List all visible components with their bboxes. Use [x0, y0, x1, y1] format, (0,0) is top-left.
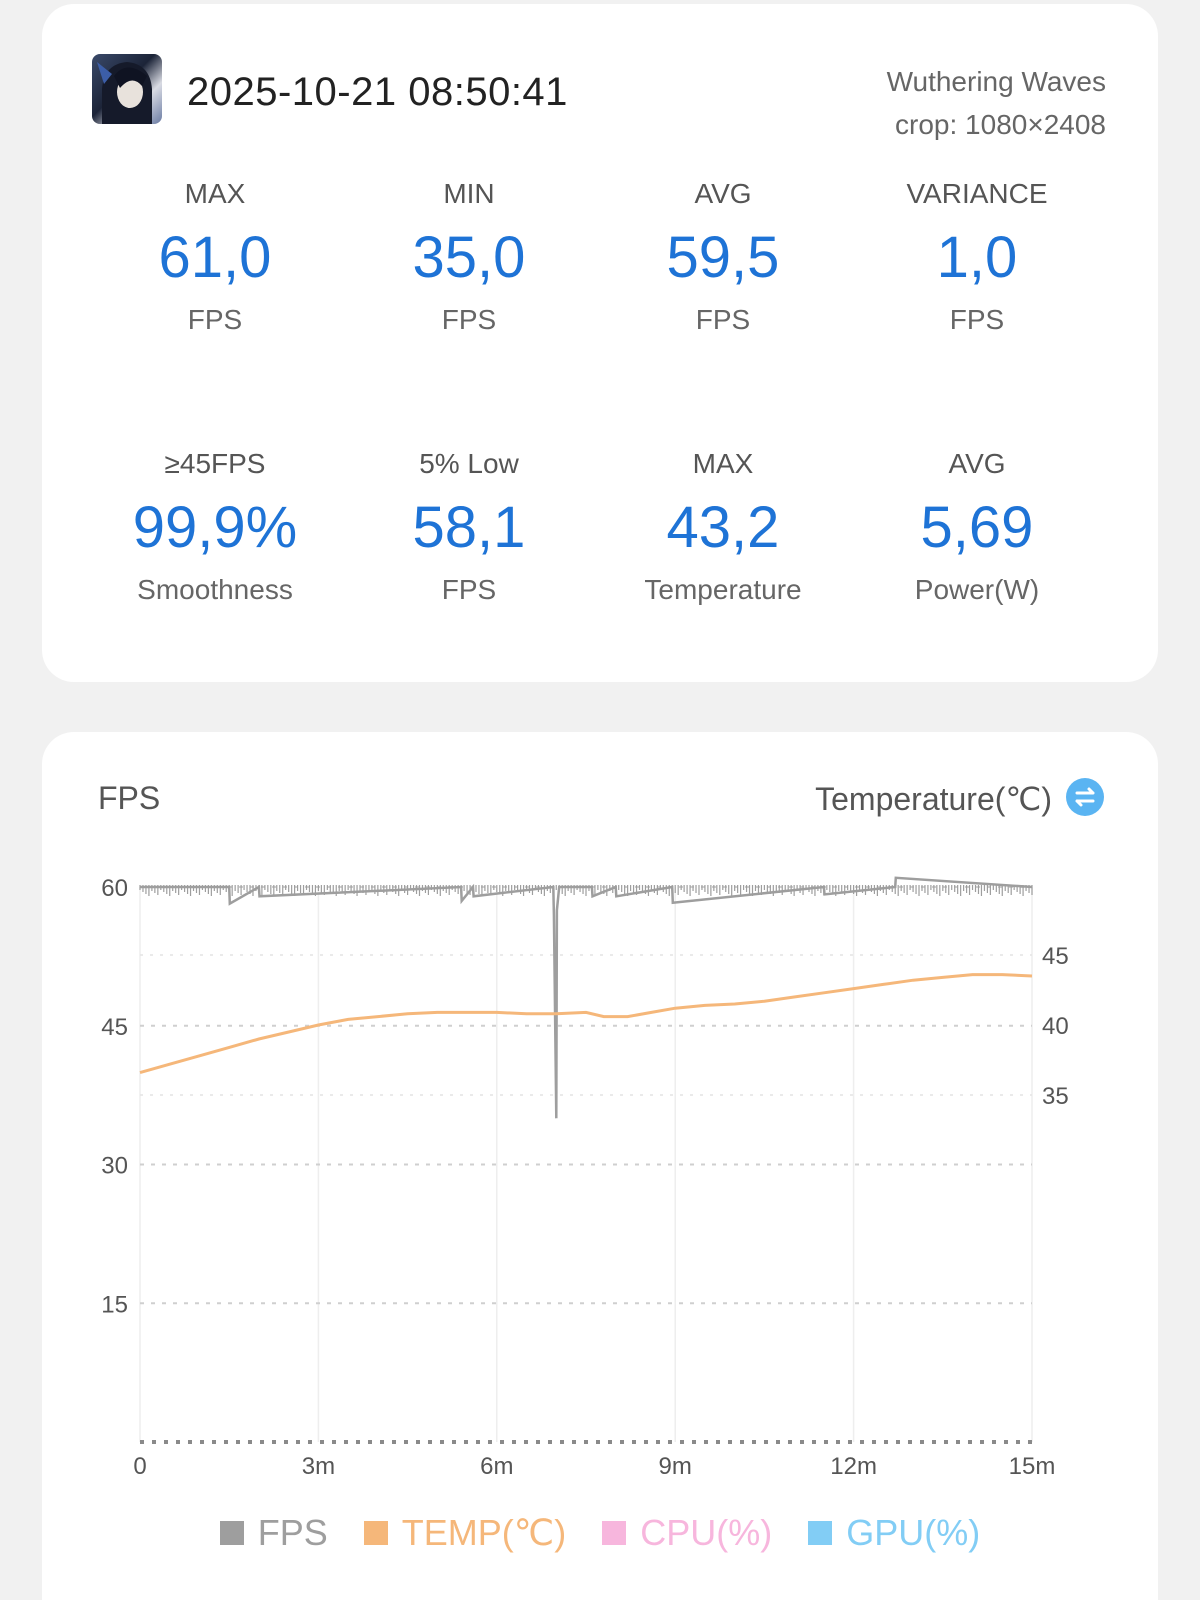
legend-item-gpu[interactable]: GPU(%)	[808, 1512, 980, 1554]
game-name: Wuthering Waves	[886, 66, 1106, 97]
x-tick-label: 12m	[830, 1453, 877, 1480]
stat-unit: Smoothness	[137, 574, 293, 605]
stat-unit: Power(W)	[914, 574, 1040, 605]
stat-value: 1,0	[936, 225, 1018, 290]
legend-label: FPS	[257, 1512, 328, 1553]
stat-value: 59,5	[666, 225, 780, 290]
game-meta: Wuthering Waves crop: 1080×2408	[887, 60, 1106, 146]
legend-item-fps[interactable]: FPS	[219, 1512, 328, 1554]
stat-value: 99,9%	[132, 495, 298, 560]
stat-smoothness: ≥45FPS 99,9% Smoothness	[88, 446, 342, 608]
stats-row-fps: MAX 61,0 FPS MIN 35,0 FPS AVG 59,5 FPS V…	[42, 176, 1158, 338]
x-tick-label: 6m	[480, 1453, 513, 1480]
stat-unit: Temperature	[644, 574, 802, 605]
stat-label: MAX	[692, 448, 754, 479]
x-tick-label: 15m	[1009, 1453, 1056, 1480]
y-tick-label-right: 40	[1042, 1013, 1069, 1040]
stat-avg-fps: AVG 59,5 FPS	[596, 176, 850, 338]
stat-label: ≥45FPS	[164, 448, 266, 479]
legend-item-cpu[interactable]: CPU(%)	[602, 1512, 772, 1554]
stat-unit: FPS	[949, 304, 1005, 335]
stat-label: VARIANCE	[906, 178, 1048, 209]
y-tick-label-right: 45	[1042, 943, 1069, 970]
y-tick-label-left: 30	[101, 1153, 128, 1180]
y-tick-label-right: 35	[1042, 1083, 1069, 1110]
chart-card: 15 30 45 60 35 40 45 0 3m 6m 9m 12m 15m FPS Temperat…	[42, 732, 1158, 1600]
y-tick-label-left: 15	[101, 1291, 128, 1318]
stat-label: AVG	[948, 448, 1006, 479]
stat-label: 5% Low	[419, 448, 519, 479]
stat-value: 61,0	[158, 225, 272, 290]
y-tick-label-left: 60	[101, 875, 128, 902]
legend-item-temp[interactable]: TEMP(℃)	[363, 1512, 567, 1554]
chart-right-axis-title: Temperature(℃)	[815, 781, 1052, 817]
stat-label: AVG	[694, 178, 752, 209]
game-avatar-icon	[92, 54, 162, 124]
stat-unit: FPS	[441, 574, 497, 605]
stat-label: MIN	[443, 178, 495, 209]
legend-swatch	[219, 1521, 244, 1545]
stat-value: 58,1	[412, 495, 526, 560]
swap-icon[interactable]	[1066, 778, 1104, 816]
y-tick-label-left: 45	[101, 1014, 128, 1041]
chart-legend: FPS TEMP(℃) CPU(%) GPU(%)	[42, 1512, 1158, 1554]
legend-label: TEMP(℃)	[401, 1512, 567, 1553]
stat-value: 43,2	[666, 495, 780, 560]
legend-swatch	[363, 1521, 388, 1545]
session-datetime: 2025-10-21 08:50:41	[187, 70, 568, 114]
stat-unit: FPS	[695, 304, 751, 335]
legend-swatch	[808, 1521, 833, 1545]
stat-value: 35,0	[412, 225, 526, 290]
stat-unit: FPS	[441, 304, 497, 335]
crop-resolution: crop: 1080×2408	[895, 109, 1106, 140]
fps-series-line	[140, 876, 1033, 1119]
legend-swatch	[602, 1521, 627, 1545]
legend-label: GPU(%)	[846, 1512, 981, 1553]
chart-left-axis-title: FPS	[98, 780, 161, 816]
performance-chart: 15 30 45 60 35 40 45 0 3m 6m 9m 12m 15m	[101, 875, 1069, 1480]
stat-unit: FPS	[187, 304, 243, 335]
temp-series-line	[139, 973, 1033, 1075]
stat-max-temperature: MAX 43,2 Temperature	[596, 446, 850, 608]
x-tick-label: 3m	[302, 1453, 335, 1480]
stat-avg-power: AVG 5,69 Power(W)	[850, 446, 1104, 608]
stats-row-misc: ≥45FPS 99,9% Smoothness 5% Low 58,1 FPS …	[42, 446, 1158, 608]
stat-variance-fps: VARIANCE 1,0 FPS	[850, 176, 1104, 338]
stat-min-fps: MIN 35,0 FPS	[342, 176, 596, 338]
stat-5pct-low: 5% Low 58,1 FPS	[342, 446, 596, 608]
summary-card: 2025-10-21 08:50:41 Wuthering Waves crop…	[42, 4, 1158, 682]
stat-value: 5,69	[920, 495, 1034, 560]
stat-max-fps: MAX 61,0 FPS	[88, 176, 342, 338]
stat-label: MAX	[184, 178, 246, 209]
x-tick-label: 0	[133, 1453, 146, 1480]
legend-label: CPU(%)	[640, 1512, 773, 1553]
x-tick-label: 9m	[659, 1453, 692, 1480]
